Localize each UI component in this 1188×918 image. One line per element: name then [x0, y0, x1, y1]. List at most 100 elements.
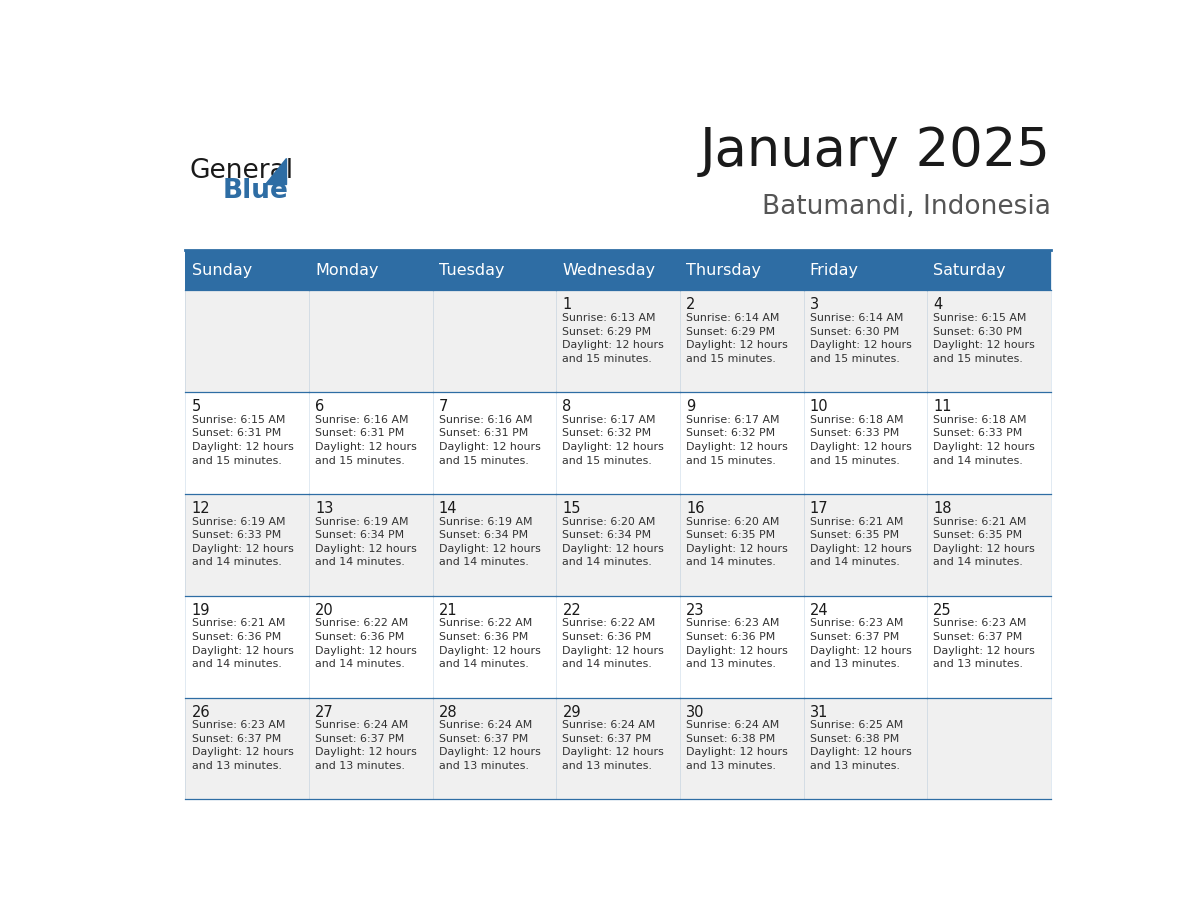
- Text: 17: 17: [810, 501, 828, 516]
- Text: Batumandi, Indonesia: Batumandi, Indonesia: [762, 194, 1051, 219]
- Text: Sunrise: 6:22 AM
Sunset: 6:36 PM
Daylight: 12 hours
and 14 minutes.: Sunrise: 6:22 AM Sunset: 6:36 PM Dayligh…: [438, 619, 541, 669]
- Bar: [927, 698, 1051, 800]
- Text: Monday: Monday: [315, 263, 379, 278]
- Text: Blue: Blue: [223, 178, 289, 204]
- Bar: [803, 698, 927, 800]
- Text: 23: 23: [685, 603, 704, 618]
- Text: Thursday: Thursday: [685, 263, 762, 278]
- Polygon shape: [265, 158, 285, 185]
- Text: 24: 24: [810, 603, 828, 618]
- Bar: [432, 392, 556, 494]
- Text: Sunrise: 6:24 AM
Sunset: 6:37 PM
Daylight: 12 hours
and 13 minutes.: Sunrise: 6:24 AM Sunset: 6:37 PM Dayligh…: [562, 721, 664, 771]
- Text: Wednesday: Wednesday: [562, 263, 656, 278]
- Text: 10: 10: [810, 399, 828, 414]
- Bar: [803, 250, 927, 290]
- Text: 27: 27: [315, 705, 334, 720]
- Bar: [803, 392, 927, 494]
- Bar: [309, 494, 432, 596]
- Text: Sunrise: 6:17 AM
Sunset: 6:32 PM
Daylight: 12 hours
and 15 minutes.: Sunrise: 6:17 AM Sunset: 6:32 PM Dayligh…: [685, 415, 788, 465]
- Bar: [185, 250, 309, 290]
- Text: 19: 19: [191, 603, 210, 618]
- Bar: [680, 290, 803, 392]
- Text: Sunrise: 6:13 AM
Sunset: 6:29 PM
Daylight: 12 hours
and 15 minutes.: Sunrise: 6:13 AM Sunset: 6:29 PM Dayligh…: [562, 313, 664, 364]
- Text: Sunrise: 6:16 AM
Sunset: 6:31 PM
Daylight: 12 hours
and 15 minutes.: Sunrise: 6:16 AM Sunset: 6:31 PM Dayligh…: [438, 415, 541, 465]
- Text: 22: 22: [562, 603, 581, 618]
- Text: Sunrise: 6:24 AM
Sunset: 6:37 PM
Daylight: 12 hours
and 13 minutes.: Sunrise: 6:24 AM Sunset: 6:37 PM Dayligh…: [438, 721, 541, 771]
- Text: 7: 7: [438, 399, 448, 414]
- Text: 12: 12: [191, 501, 210, 516]
- Text: General: General: [190, 159, 295, 185]
- Text: 29: 29: [562, 705, 581, 720]
- Text: Sunrise: 6:16 AM
Sunset: 6:31 PM
Daylight: 12 hours
and 15 minutes.: Sunrise: 6:16 AM Sunset: 6:31 PM Dayligh…: [315, 415, 417, 465]
- Text: Sunrise: 6:19 AM
Sunset: 6:34 PM
Daylight: 12 hours
and 14 minutes.: Sunrise: 6:19 AM Sunset: 6:34 PM Dayligh…: [315, 517, 417, 567]
- Bar: [556, 596, 680, 698]
- Text: 25: 25: [934, 603, 952, 618]
- Text: Sunrise: 6:23 AM
Sunset: 6:37 PM
Daylight: 12 hours
and 13 minutes.: Sunrise: 6:23 AM Sunset: 6:37 PM Dayligh…: [810, 619, 911, 669]
- Text: 16: 16: [685, 501, 704, 516]
- Text: Sunrise: 6:22 AM
Sunset: 6:36 PM
Daylight: 12 hours
and 14 minutes.: Sunrise: 6:22 AM Sunset: 6:36 PM Dayligh…: [315, 619, 417, 669]
- Text: 18: 18: [934, 501, 952, 516]
- Text: January 2025: January 2025: [700, 126, 1051, 177]
- Text: 15: 15: [562, 501, 581, 516]
- Text: Sunrise: 6:23 AM
Sunset: 6:37 PM
Daylight: 12 hours
and 13 minutes.: Sunrise: 6:23 AM Sunset: 6:37 PM Dayligh…: [191, 721, 293, 771]
- Text: Sunrise: 6:19 AM
Sunset: 6:34 PM
Daylight: 12 hours
and 14 minutes.: Sunrise: 6:19 AM Sunset: 6:34 PM Dayligh…: [438, 517, 541, 567]
- Text: Sunrise: 6:22 AM
Sunset: 6:36 PM
Daylight: 12 hours
and 14 minutes.: Sunrise: 6:22 AM Sunset: 6:36 PM Dayligh…: [562, 619, 664, 669]
- Bar: [556, 698, 680, 800]
- Text: 6: 6: [315, 399, 324, 414]
- Bar: [309, 392, 432, 494]
- Bar: [680, 596, 803, 698]
- Bar: [927, 596, 1051, 698]
- Text: Sunrise: 6:23 AM
Sunset: 6:37 PM
Daylight: 12 hours
and 13 minutes.: Sunrise: 6:23 AM Sunset: 6:37 PM Dayligh…: [934, 619, 1035, 669]
- Bar: [309, 250, 432, 290]
- Bar: [309, 698, 432, 800]
- Bar: [803, 290, 927, 392]
- Text: 5: 5: [191, 399, 201, 414]
- Text: Sunrise: 6:25 AM
Sunset: 6:38 PM
Daylight: 12 hours
and 13 minutes.: Sunrise: 6:25 AM Sunset: 6:38 PM Dayligh…: [810, 721, 911, 771]
- Bar: [927, 250, 1051, 290]
- Text: 28: 28: [438, 705, 457, 720]
- Bar: [680, 250, 803, 290]
- Text: Sunrise: 6:18 AM
Sunset: 6:33 PM
Daylight: 12 hours
and 14 minutes.: Sunrise: 6:18 AM Sunset: 6:33 PM Dayligh…: [934, 415, 1035, 465]
- Text: Sunrise: 6:21 AM
Sunset: 6:35 PM
Daylight: 12 hours
and 14 minutes.: Sunrise: 6:21 AM Sunset: 6:35 PM Dayligh…: [934, 517, 1035, 567]
- Bar: [185, 392, 309, 494]
- Bar: [432, 250, 556, 290]
- Text: Sunrise: 6:19 AM
Sunset: 6:33 PM
Daylight: 12 hours
and 14 minutes.: Sunrise: 6:19 AM Sunset: 6:33 PM Dayligh…: [191, 517, 293, 567]
- Text: 14: 14: [438, 501, 457, 516]
- Bar: [309, 596, 432, 698]
- Bar: [927, 290, 1051, 392]
- Text: Sunrise: 6:14 AM
Sunset: 6:29 PM
Daylight: 12 hours
and 15 minutes.: Sunrise: 6:14 AM Sunset: 6:29 PM Dayligh…: [685, 313, 788, 364]
- Text: Sunrise: 6:24 AM
Sunset: 6:38 PM
Daylight: 12 hours
and 13 minutes.: Sunrise: 6:24 AM Sunset: 6:38 PM Dayligh…: [685, 721, 788, 771]
- Text: 3: 3: [810, 297, 819, 312]
- Text: Friday: Friday: [810, 263, 859, 278]
- Bar: [556, 290, 680, 392]
- Text: 9: 9: [685, 399, 695, 414]
- Text: 4: 4: [934, 297, 942, 312]
- Text: 31: 31: [810, 705, 828, 720]
- Text: 2: 2: [685, 297, 695, 312]
- Text: Sunrise: 6:21 AM
Sunset: 6:36 PM
Daylight: 12 hours
and 14 minutes.: Sunrise: 6:21 AM Sunset: 6:36 PM Dayligh…: [191, 619, 293, 669]
- Text: Sunrise: 6:23 AM
Sunset: 6:36 PM
Daylight: 12 hours
and 13 minutes.: Sunrise: 6:23 AM Sunset: 6:36 PM Dayligh…: [685, 619, 788, 669]
- Bar: [309, 290, 432, 392]
- Text: 26: 26: [191, 705, 210, 720]
- Text: 1: 1: [562, 297, 571, 312]
- Text: 21: 21: [438, 603, 457, 618]
- Bar: [432, 290, 556, 392]
- Bar: [556, 250, 680, 290]
- Text: 13: 13: [315, 501, 334, 516]
- Text: Sunrise: 6:20 AM
Sunset: 6:34 PM
Daylight: 12 hours
and 14 minutes.: Sunrise: 6:20 AM Sunset: 6:34 PM Dayligh…: [562, 517, 664, 567]
- Bar: [185, 290, 309, 392]
- Bar: [432, 596, 556, 698]
- Text: Sunrise: 6:21 AM
Sunset: 6:35 PM
Daylight: 12 hours
and 14 minutes.: Sunrise: 6:21 AM Sunset: 6:35 PM Dayligh…: [810, 517, 911, 567]
- Bar: [556, 392, 680, 494]
- Text: 30: 30: [685, 705, 704, 720]
- Text: Sunrise: 6:17 AM
Sunset: 6:32 PM
Daylight: 12 hours
and 15 minutes.: Sunrise: 6:17 AM Sunset: 6:32 PM Dayligh…: [562, 415, 664, 465]
- Bar: [185, 494, 309, 596]
- Text: 8: 8: [562, 399, 571, 414]
- Bar: [185, 698, 309, 800]
- Bar: [432, 698, 556, 800]
- Bar: [927, 392, 1051, 494]
- Text: Sunrise: 6:14 AM
Sunset: 6:30 PM
Daylight: 12 hours
and 15 minutes.: Sunrise: 6:14 AM Sunset: 6:30 PM Dayligh…: [810, 313, 911, 364]
- Text: 20: 20: [315, 603, 334, 618]
- Text: Saturday: Saturday: [934, 263, 1006, 278]
- Text: Sunday: Sunday: [191, 263, 252, 278]
